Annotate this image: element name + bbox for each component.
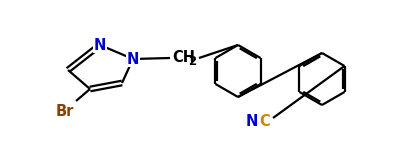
- Text: C: C: [259, 115, 270, 129]
- Text: CH: CH: [172, 49, 195, 64]
- Text: N: N: [94, 38, 106, 52]
- Text: 2: 2: [188, 54, 196, 67]
- Text: Br: Br: [56, 105, 74, 120]
- Text: N: N: [127, 51, 139, 66]
- Text: N: N: [246, 115, 258, 129]
